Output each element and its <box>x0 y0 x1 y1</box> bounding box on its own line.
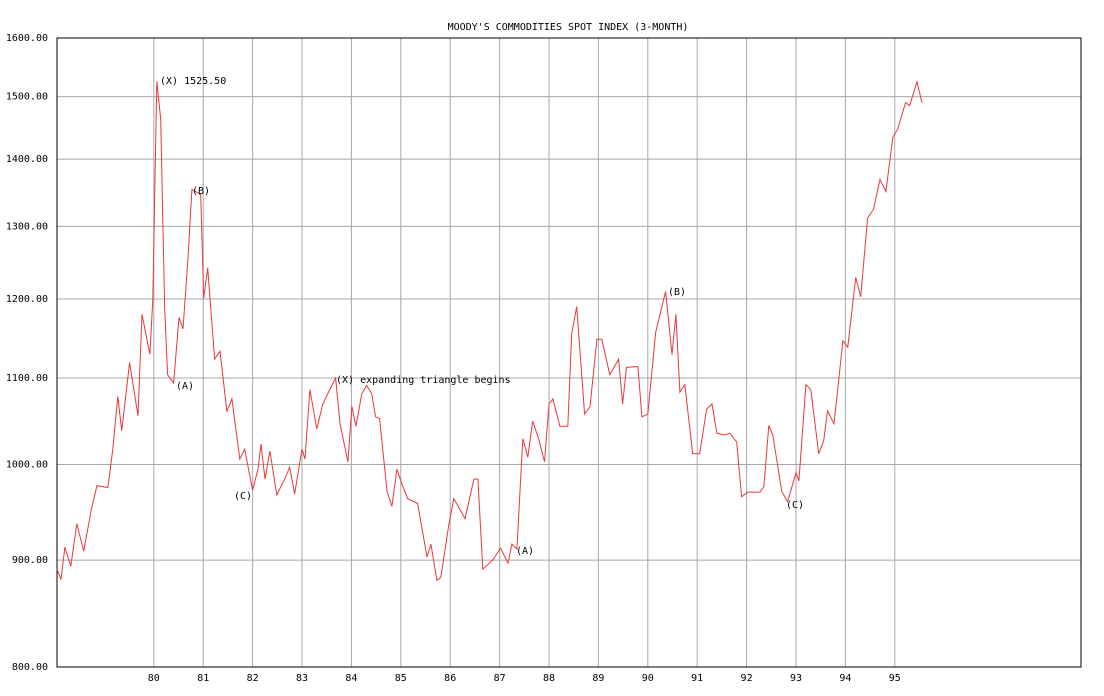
x-tick-label: 88 <box>543 673 555 684</box>
x-tick-label: 85 <box>395 673 407 684</box>
x-tick-label: 80 <box>148 673 160 684</box>
y-tick-label: 1300.00 <box>6 221 48 232</box>
annotation: (B) <box>668 287 686 298</box>
y-tick-label: 1000.00 <box>6 460 48 471</box>
x-tick-label: 83 <box>296 673 308 684</box>
annotation: (C) <box>786 500 804 511</box>
y-tick-label: 1200.00 <box>6 294 48 305</box>
plot-frame <box>56 37 1082 668</box>
annotation: (B) <box>192 186 210 197</box>
annotation: (X) 1525.50 <box>160 76 226 87</box>
x-tick-label: 93 <box>790 673 802 684</box>
y-tick-label: 800.00 <box>12 662 48 673</box>
y-tick-label: 1100.00 <box>6 373 48 384</box>
x-tick-label: 91 <box>691 673 703 684</box>
annotation: (X) expanding triangle begins <box>336 375 511 386</box>
x-tick-label: 87 <box>494 673 506 684</box>
x-tick-label: 89 <box>592 673 604 684</box>
y-tick-label: 1600.00 <box>6 33 48 44</box>
annotation: (A) <box>176 381 194 392</box>
x-tick-label: 94 <box>839 673 851 684</box>
y-tick-label: 900.00 <box>12 555 48 566</box>
grid <box>57 37 1081 668</box>
x-tick-label: 95 <box>889 673 901 684</box>
y-tick-label: 1400.00 <box>6 154 48 165</box>
x-tick-label: 90 <box>642 673 654 684</box>
x-tick-label: 81 <box>197 673 209 684</box>
chart-title: MOODY'S COMMODITIES SPOT INDEX (3-MONTH) <box>448 22 689 33</box>
data-line <box>56 79 923 582</box>
x-tick-label: 82 <box>247 673 259 684</box>
x-tick-label: 84 <box>345 673 357 684</box>
x-tick-label: 86 <box>444 673 456 684</box>
y-tick-label: 1500.00 <box>6 92 48 103</box>
annotation: (C) <box>234 491 252 502</box>
annotation: (A) <box>516 546 534 557</box>
x-tick-label: 92 <box>741 673 753 684</box>
